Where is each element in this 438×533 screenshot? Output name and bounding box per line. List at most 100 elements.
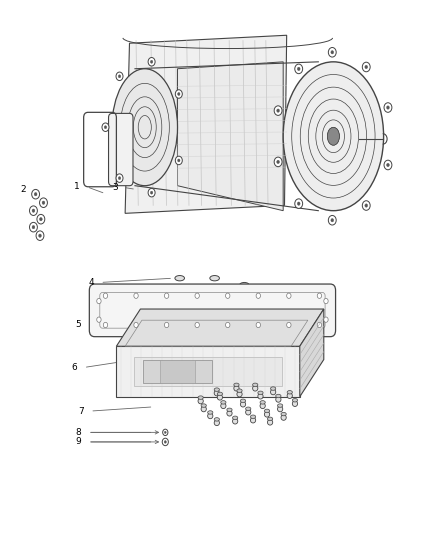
Ellipse shape xyxy=(214,418,219,421)
Circle shape xyxy=(362,62,370,72)
Ellipse shape xyxy=(327,127,339,145)
Ellipse shape xyxy=(240,399,246,402)
Polygon shape xyxy=(134,357,283,386)
Ellipse shape xyxy=(265,409,270,413)
Circle shape xyxy=(29,206,37,215)
Circle shape xyxy=(148,188,155,197)
Circle shape xyxy=(317,322,321,328)
Ellipse shape xyxy=(240,282,249,288)
Ellipse shape xyxy=(253,385,258,391)
Circle shape xyxy=(32,225,35,229)
Circle shape xyxy=(32,189,39,199)
Ellipse shape xyxy=(234,385,239,391)
Circle shape xyxy=(102,123,109,132)
Circle shape xyxy=(103,293,108,298)
Ellipse shape xyxy=(237,389,242,392)
Circle shape xyxy=(195,293,199,298)
Ellipse shape xyxy=(292,401,297,407)
Circle shape xyxy=(277,160,279,164)
Circle shape xyxy=(118,176,121,180)
Ellipse shape xyxy=(233,416,238,419)
Circle shape xyxy=(256,293,261,298)
Circle shape xyxy=(134,293,138,298)
Ellipse shape xyxy=(276,394,281,398)
Ellipse shape xyxy=(234,383,239,386)
Circle shape xyxy=(175,90,182,98)
Text: 9: 9 xyxy=(76,438,81,447)
Circle shape xyxy=(116,174,123,182)
Circle shape xyxy=(175,156,182,165)
Circle shape xyxy=(387,163,389,167)
Circle shape xyxy=(324,317,328,322)
Ellipse shape xyxy=(208,411,213,414)
Circle shape xyxy=(39,217,42,221)
Circle shape xyxy=(362,201,370,211)
Circle shape xyxy=(274,157,282,167)
Circle shape xyxy=(103,322,108,328)
Ellipse shape xyxy=(251,417,256,423)
Circle shape xyxy=(39,198,47,207)
Ellipse shape xyxy=(217,394,223,400)
FancyBboxPatch shape xyxy=(89,284,336,337)
Circle shape xyxy=(34,192,37,196)
Ellipse shape xyxy=(112,69,177,185)
Circle shape xyxy=(134,322,138,328)
Ellipse shape xyxy=(258,391,263,394)
Circle shape xyxy=(387,106,389,109)
Circle shape xyxy=(42,201,45,204)
Ellipse shape xyxy=(246,409,251,415)
Circle shape xyxy=(365,204,367,207)
Ellipse shape xyxy=(258,393,263,399)
Circle shape xyxy=(164,441,166,443)
Text: 1: 1 xyxy=(74,182,80,191)
Circle shape xyxy=(295,64,303,74)
Circle shape xyxy=(162,438,168,446)
Circle shape xyxy=(39,234,41,237)
Ellipse shape xyxy=(175,276,184,281)
Text: 6: 6 xyxy=(71,363,77,372)
Circle shape xyxy=(365,66,367,69)
Ellipse shape xyxy=(246,407,251,410)
Ellipse shape xyxy=(260,401,265,404)
Circle shape xyxy=(287,322,291,328)
Circle shape xyxy=(29,222,37,232)
Ellipse shape xyxy=(265,411,270,417)
Circle shape xyxy=(104,126,107,128)
Text: 5: 5 xyxy=(76,320,81,329)
Circle shape xyxy=(32,209,35,212)
Circle shape xyxy=(295,199,303,208)
Polygon shape xyxy=(143,360,212,383)
Ellipse shape xyxy=(233,418,238,424)
Ellipse shape xyxy=(210,276,219,281)
Ellipse shape xyxy=(276,397,281,402)
Ellipse shape xyxy=(221,401,226,404)
Ellipse shape xyxy=(278,406,283,412)
Ellipse shape xyxy=(201,406,206,412)
Ellipse shape xyxy=(208,413,213,419)
Ellipse shape xyxy=(240,401,246,407)
Circle shape xyxy=(277,109,279,112)
Circle shape xyxy=(328,47,336,57)
Circle shape xyxy=(150,60,153,63)
Circle shape xyxy=(331,219,334,222)
Ellipse shape xyxy=(287,391,292,394)
Circle shape xyxy=(37,214,45,224)
Circle shape xyxy=(287,293,291,298)
Polygon shape xyxy=(125,35,287,213)
Polygon shape xyxy=(300,309,324,397)
Ellipse shape xyxy=(271,389,276,395)
FancyBboxPatch shape xyxy=(109,114,133,185)
Circle shape xyxy=(331,51,334,54)
Ellipse shape xyxy=(268,419,273,425)
Circle shape xyxy=(164,293,169,298)
Ellipse shape xyxy=(278,404,283,407)
Circle shape xyxy=(274,106,282,115)
Circle shape xyxy=(116,72,123,80)
Circle shape xyxy=(164,431,166,433)
Ellipse shape xyxy=(198,396,203,399)
Circle shape xyxy=(317,293,321,298)
Text: 4: 4 xyxy=(89,278,95,287)
Circle shape xyxy=(256,322,261,328)
Ellipse shape xyxy=(292,399,297,402)
Text: 3: 3 xyxy=(112,183,118,192)
